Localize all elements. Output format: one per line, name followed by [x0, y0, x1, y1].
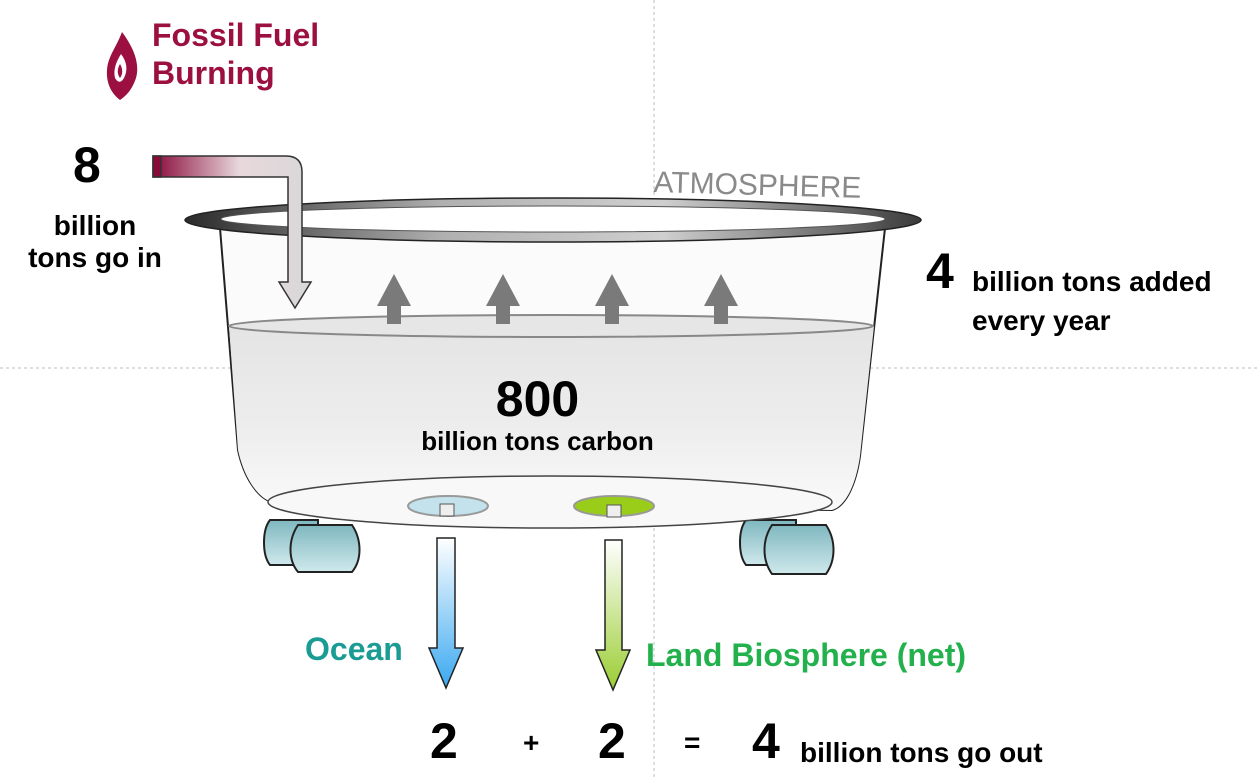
flame-icon: [106, 32, 138, 100]
ocean-outflow-arrow: [427, 537, 465, 690]
equation-land-value: 2: [598, 713, 626, 769]
equation-total: 4: [752, 713, 780, 769]
fossil-fuel-title-line1: Fossil Fuel: [152, 17, 320, 53]
fossil-fuel-title-line2: Burning: [152, 55, 275, 92]
atmosphere-label: ATMOSPHERE: [653, 166, 862, 205]
up-arrow: [595, 274, 629, 324]
inflow-label-line1: billion: [53, 210, 137, 241]
tub-bottom: [267, 475, 833, 529]
added-label: billion tons added every year: [972, 262, 1212, 340]
equation-plus: +: [523, 727, 540, 758]
inflow-label: billion tons go in: [20, 210, 170, 274]
fossil-fuel-pipe: [152, 155, 313, 310]
carbon-stock-label: billion tons carbon: [421, 426, 654, 456]
land-drain: [573, 495, 655, 518]
inflow-value: 8: [73, 137, 101, 193]
added-label-line2: every year: [972, 305, 1111, 337]
equation-label: billion tons go out: [800, 737, 1043, 768]
tub-foot-right-front: [763, 524, 835, 575]
tub-rim: [184, 197, 922, 243]
fossil-fuel-title: Fossil Fuel Burning: [152, 16, 319, 93]
up-arrow: [486, 274, 520, 324]
tub-water: [229, 326, 874, 510]
water-surface: [228, 314, 874, 338]
land-biosphere-label: Land Biosphere (net): [646, 637, 967, 673]
ocean-label: Ocean: [305, 631, 403, 667]
fossil-pipe-end: [152, 155, 162, 178]
equation-equals: =: [684, 727, 701, 758]
inflow-label-line2: tons go in: [28, 242, 162, 274]
up-arrow: [704, 274, 738, 324]
added-label-line1: billion tons added: [972, 266, 1212, 297]
carbon-stock-value: 800: [495, 371, 580, 427]
ocean-drain: [407, 495, 489, 517]
equation-ocean-value: 2: [430, 713, 458, 769]
added-value: 4: [926, 243, 954, 299]
tub-foot-left-front: [289, 524, 361, 573]
atmosphere-up-arrows: [377, 274, 738, 324]
up-arrow: [377, 274, 411, 324]
tub-feet: [263, 519, 835, 575]
land-outflow-arrow: [594, 539, 632, 692]
